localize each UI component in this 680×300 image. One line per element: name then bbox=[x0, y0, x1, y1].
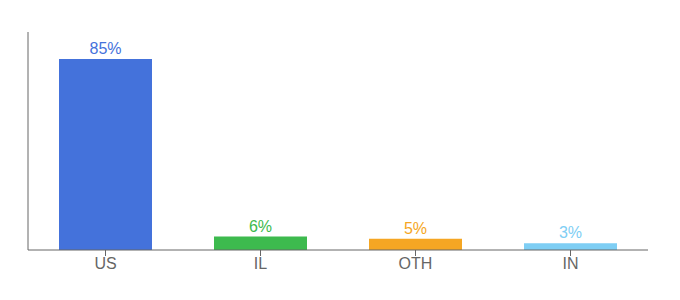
svg-text:IN: IN bbox=[563, 255, 579, 272]
svg-text:6%: 6% bbox=[249, 218, 272, 235]
svg-text:5%: 5% bbox=[404, 220, 427, 237]
svg-text:85%: 85% bbox=[89, 40, 121, 57]
svg-text:IL: IL bbox=[254, 255, 267, 272]
svg-text:US: US bbox=[94, 255, 116, 272]
svg-text:3%: 3% bbox=[559, 224, 582, 241]
svg-text:OTH: OTH bbox=[399, 255, 433, 272]
